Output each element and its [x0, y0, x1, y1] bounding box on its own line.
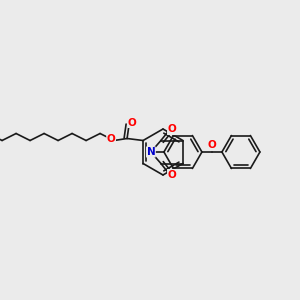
Text: O: O: [167, 169, 176, 179]
Text: O: O: [128, 118, 136, 128]
Text: O: O: [167, 124, 176, 134]
Text: N: N: [146, 147, 155, 157]
Text: O: O: [208, 140, 216, 150]
Text: O: O: [107, 134, 116, 143]
